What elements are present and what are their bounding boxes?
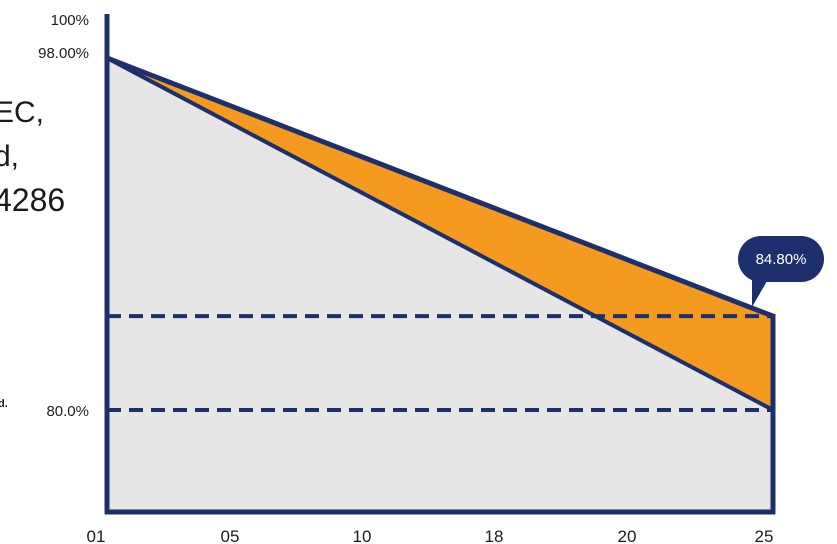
callout-tail (752, 274, 770, 307)
x-tick-label-3: 18 (485, 527, 504, 544)
x-tick-label-0: 01 (87, 527, 106, 544)
side-text-line-2: d, (0, 140, 20, 173)
y-tick-label-1: 98.00% (38, 45, 89, 62)
callout-bubble (738, 236, 824, 282)
side-text-line-3: 4286 (0, 182, 66, 218)
side-text-line-4: d. (0, 398, 8, 410)
x-tick-label-2: 10 (353, 527, 372, 544)
y-tick-label-0: 100% (51, 12, 89, 29)
x-tick-label-1: 05 (221, 527, 240, 544)
y-tick-label-2: 80.0% (46, 403, 89, 420)
callout-label: 84.80% (756, 251, 807, 268)
side-text-line-1: EC, (0, 96, 45, 129)
x-tick-label-4: 20 (618, 527, 637, 544)
area-fill (107, 58, 773, 512)
x-tick-label-5: 25 (755, 527, 774, 544)
series-line-lower (105, 56, 775, 412)
series-line-upper (104, 55, 776, 319)
